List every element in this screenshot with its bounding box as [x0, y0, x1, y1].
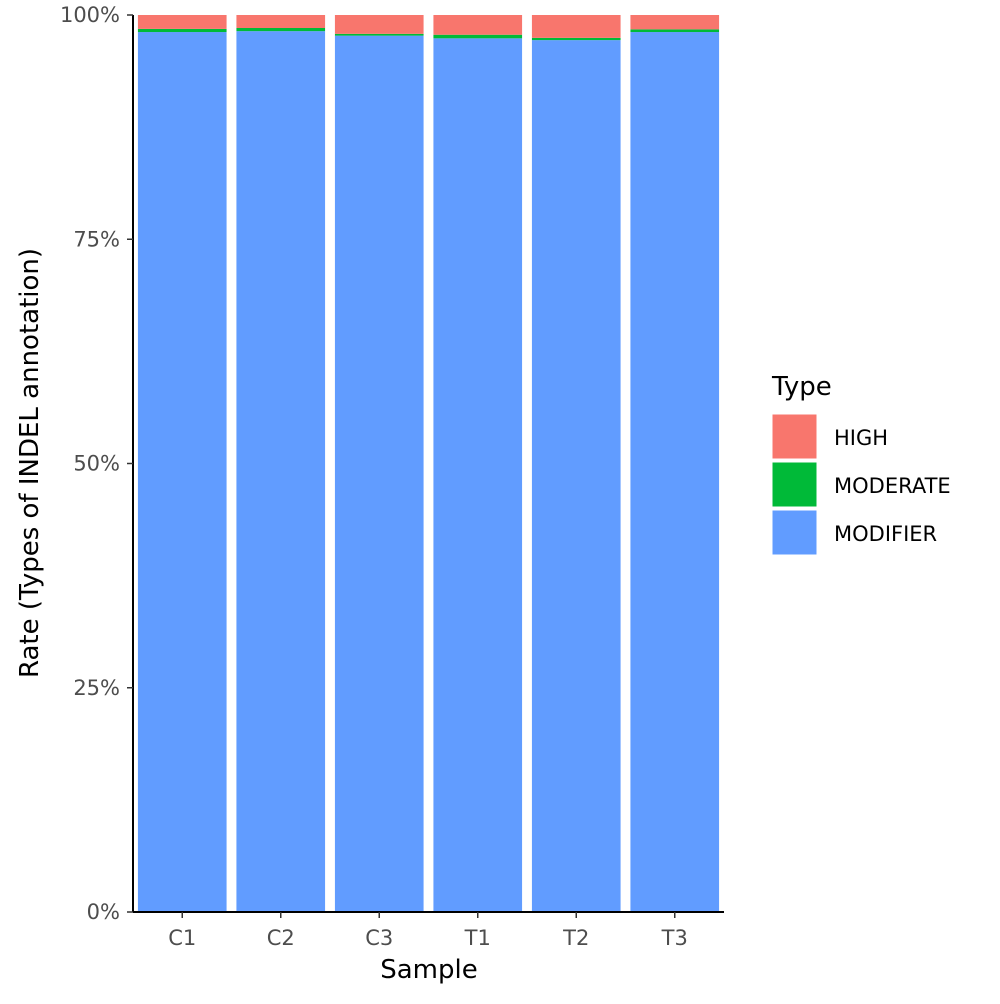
legend-label-modifier: MODIFIER	[834, 522, 937, 546]
bar-T2-moderate	[531, 37, 621, 41]
y-ticks: 0% 25% 50% 75% 100%	[60, 3, 133, 924]
bar-C2-moderate	[236, 28, 326, 32]
legend-label-high: HIGH	[834, 426, 888, 450]
bar-T3-modifier	[630, 32, 720, 913]
bar-T3-high	[630, 15, 720, 30]
bar-T1-high	[433, 15, 523, 35]
y-tick-label: 100%	[60, 3, 120, 27]
x-tick-label: T3	[661, 926, 688, 950]
bar-C2-modifier	[236, 31, 326, 913]
x-tick-label: C1	[168, 926, 196, 950]
bar-C3-high	[334, 15, 424, 34]
bar-T3-moderate	[630, 29, 720, 33]
x-tick-label: C2	[267, 926, 295, 950]
legend-key-modifier	[771, 509, 818, 556]
bar-T2-high	[531, 15, 621, 38]
legend-label-moderate: MODERATE	[834, 474, 951, 498]
x-axis-title: Sample	[380, 955, 478, 985]
bar-T2-modifier	[531, 40, 621, 912]
bar-C1-modifier	[137, 32, 227, 913]
bar-C3-modifier	[334, 35, 424, 913]
legend-title: Type	[771, 372, 832, 402]
x-tick-label: C3	[365, 926, 393, 950]
y-tick-label: 25%	[73, 676, 120, 700]
bar-C1-high	[137, 15, 227, 29]
y-tick-label: 50%	[73, 452, 120, 476]
legend-key-moderate	[771, 461, 818, 508]
x-tick-label: T1	[464, 926, 491, 950]
y-tick-label: 0%	[87, 900, 120, 924]
bar-T1-moderate	[433, 34, 523, 39]
y-axis-title: Rate (Types of INDEL annotation)	[15, 248, 45, 678]
x-tick-label: T2	[562, 926, 589, 950]
x-ticks: C1 C2 C3 T1 T2 T3	[168, 912, 688, 950]
legend-key-high	[771, 413, 818, 460]
bar-C2-high	[236, 15, 326, 29]
bar-C3-moderate	[334, 33, 424, 36]
bar-C1-moderate	[137, 28, 227, 33]
legend: Type HIGH MODERATE MODIFIER	[771, 372, 951, 556]
bars	[137, 15, 720, 913]
bar-T1-modifier	[433, 38, 523, 912]
y-tick-label: 75%	[73, 227, 120, 251]
